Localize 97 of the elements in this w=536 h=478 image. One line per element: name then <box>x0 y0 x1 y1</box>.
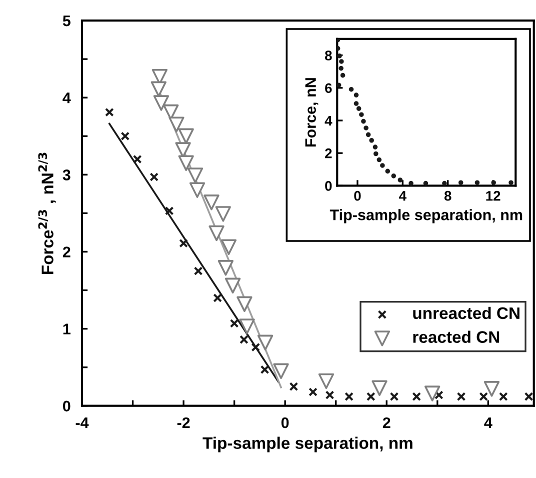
point <box>338 66 344 71</box>
point <box>325 390 334 400</box>
legend-label: unreacted CN <box>413 306 520 320</box>
point <box>479 392 488 402</box>
point <box>273 363 289 379</box>
point <box>289 382 298 392</box>
point <box>408 180 414 186</box>
point <box>204 194 220 210</box>
point <box>344 392 354 402</box>
point <box>369 138 374 143</box>
point <box>218 260 234 276</box>
y-tick-label: 6 <box>325 83 332 94</box>
point <box>220 239 237 255</box>
point <box>240 335 248 344</box>
point <box>318 373 334 390</box>
y-tick-label: 4 <box>62 92 71 104</box>
point <box>104 108 114 117</box>
point <box>339 59 344 64</box>
point <box>442 180 447 186</box>
point <box>390 392 399 402</box>
x-axis-title: Tip-sample separation, nm <box>202 436 412 452</box>
point <box>385 168 390 174</box>
point <box>356 106 362 111</box>
point <box>120 132 130 141</box>
x-tick-label: 0 <box>281 417 289 428</box>
point <box>424 386 440 402</box>
point <box>524 392 534 402</box>
y-tick-label: 8 <box>325 50 332 60</box>
point <box>168 116 184 132</box>
y-axis-title: Force$^{2/3}$ , nN$^{2/3}$ <box>38 152 56 274</box>
point <box>189 182 206 198</box>
legend-label: reacted CN <box>413 330 500 343</box>
point <box>354 101 359 106</box>
point <box>187 168 204 184</box>
x-axis-title: Tip-sample separation, nm <box>330 209 522 224</box>
point <box>364 126 368 130</box>
x-tick-label: -2 <box>177 417 190 428</box>
x-tick-label: -4 <box>76 417 89 428</box>
point <box>230 318 239 328</box>
point <box>208 225 224 242</box>
point <box>179 238 188 248</box>
point <box>508 180 514 185</box>
point <box>474 180 480 185</box>
point <box>213 294 222 302</box>
y-tick-label: 0 <box>325 181 332 191</box>
point <box>423 180 428 186</box>
point <box>354 92 359 98</box>
y-tick-label: 2 <box>62 246 70 258</box>
point <box>164 206 174 216</box>
x-tick-label: 2 <box>382 417 390 428</box>
point <box>398 178 403 182</box>
point <box>359 112 364 118</box>
point <box>376 157 382 162</box>
point <box>194 266 203 276</box>
point <box>456 392 466 402</box>
x-tick-label: 4 <box>399 191 406 201</box>
point <box>373 151 378 156</box>
point <box>337 82 342 88</box>
point <box>224 278 241 294</box>
point <box>434 390 444 400</box>
y-tick-label: 1 <box>63 324 70 334</box>
point <box>236 296 252 312</box>
point <box>132 154 142 164</box>
y-tick-label: 3 <box>62 170 70 180</box>
point <box>239 318 255 334</box>
point <box>484 381 500 397</box>
point <box>178 155 194 171</box>
x-tick-label: 12 <box>486 190 500 201</box>
point <box>361 118 366 124</box>
y-axis-title: Force, nN <box>305 78 318 147</box>
point <box>458 180 464 185</box>
point <box>150 172 159 182</box>
point <box>391 174 396 178</box>
y-tick-label: 0 <box>63 400 70 412</box>
x-tick-label: 0 <box>354 190 361 201</box>
point <box>308 388 318 396</box>
point <box>412 392 422 402</box>
point <box>366 392 376 402</box>
y-tick-label: 4 <box>324 116 332 126</box>
point <box>260 365 270 374</box>
x-tick-label: 4 <box>484 417 492 428</box>
point <box>380 163 385 168</box>
point <box>348 86 354 92</box>
point <box>150 81 167 97</box>
y-tick-label: 5 <box>62 16 70 26</box>
point <box>153 95 170 111</box>
point <box>215 206 231 222</box>
y-tick-label: 2 <box>325 148 332 158</box>
point <box>251 342 260 352</box>
point <box>257 334 274 350</box>
point <box>498 392 508 402</box>
point <box>372 380 388 396</box>
point <box>372 144 378 150</box>
point <box>366 132 371 138</box>
point <box>340 72 346 78</box>
x-tick-label: 8 <box>444 190 452 201</box>
point <box>178 128 194 144</box>
